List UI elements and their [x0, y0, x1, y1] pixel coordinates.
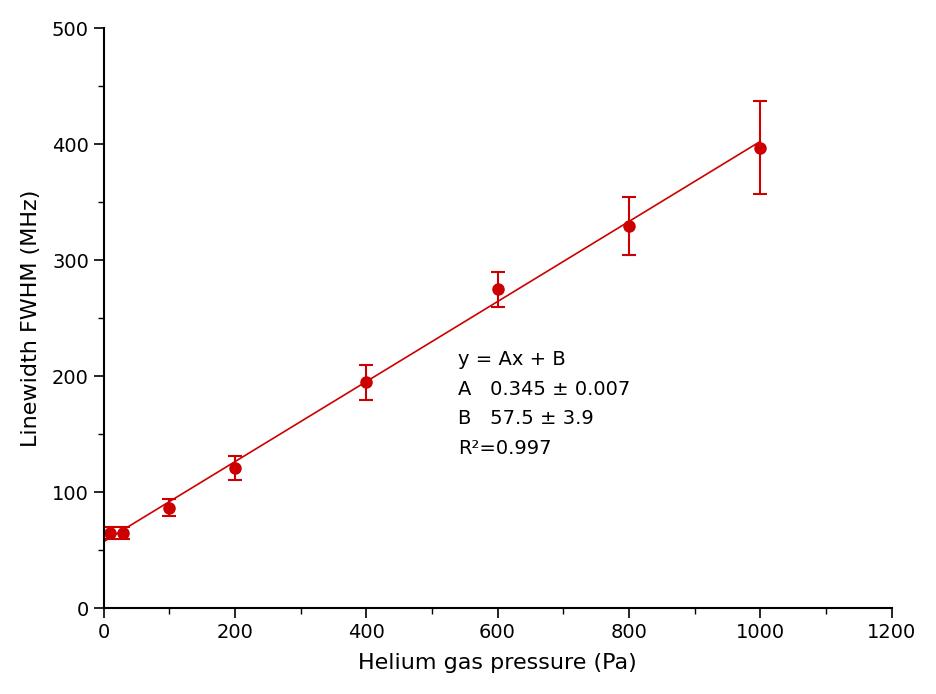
- Y-axis label: Linewidth FWHM (MHz): Linewidth FWHM (MHz): [21, 189, 41, 447]
- Text: y = Ax + B
A   0.345 ± 0.007
B   57.5 ± 3.9
R²=0.997: y = Ax + B A 0.345 ± 0.007 B 57.5 ± 3.9 …: [458, 350, 630, 457]
- X-axis label: Helium gas pressure (Pa): Helium gas pressure (Pa): [358, 653, 636, 673]
